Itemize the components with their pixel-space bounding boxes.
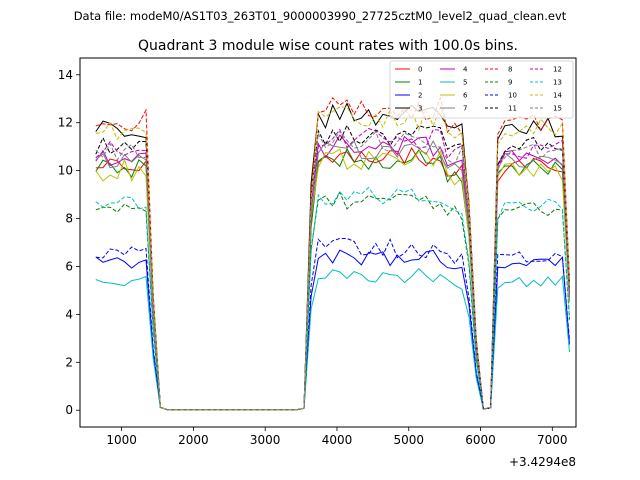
series-line-15 — [95, 130, 570, 411]
series-layer — [95, 96, 570, 411]
y-tick-label-2: 4 — [65, 307, 73, 321]
y-axis: 0 2 4 6 8 10 12 14 — [58, 68, 80, 417]
legend-label-6: 6 — [463, 92, 468, 100]
legend-label-2: 2 — [418, 92, 422, 100]
legend-label-5: 5 — [463, 79, 467, 87]
y-tick-label-6: 12 — [58, 116, 73, 130]
legend-label-15: 15 — [553, 105, 562, 113]
legend-label-0: 0 — [418, 66, 422, 74]
x-tick-label-6: 7000 — [537, 433, 568, 447]
legend-label-12: 12 — [553, 66, 562, 74]
legend-label-10: 10 — [508, 92, 517, 100]
legend-label-8: 8 — [508, 66, 512, 74]
x-tick-label-4: 5000 — [393, 433, 424, 447]
y-tick-label-1: 2 — [65, 355, 73, 369]
legend-label-1: 1 — [418, 79, 422, 87]
legend-box — [389, 60, 574, 119]
legend-label-14: 14 — [553, 92, 562, 100]
x-offset-label: +3.4294e8 — [509, 455, 576, 469]
x-axis: 1000 2000 3000 4000 5000 6000 7000 — [106, 427, 568, 447]
legend-label-11: 11 — [508, 105, 517, 113]
y-tick-label-3: 6 — [65, 259, 73, 273]
y-tick-label-5: 10 — [58, 164, 73, 178]
x-tick-label-1: 2000 — [178, 433, 209, 447]
y-tick-label-4: 8 — [65, 212, 73, 226]
legend-label-3: 3 — [418, 105, 422, 113]
x-tick-label-5: 6000 — [465, 433, 496, 447]
legend-label-7: 7 — [463, 105, 467, 113]
y-tick-label-0: 0 — [65, 403, 73, 417]
legend-label-4: 4 — [463, 66, 468, 74]
legend-label-13: 13 — [553, 79, 562, 87]
y-tick-label-7: 14 — [58, 68, 73, 82]
x-tick-label-2: 3000 — [250, 433, 281, 447]
chart-title: Quadrant 3 module wise count rates with … — [138, 38, 518, 54]
legend-label-9: 9 — [508, 79, 512, 87]
chart-suptitle: Data file: modeM0/AS1T03_263T01_90000039… — [74, 9, 567, 23]
plot-frame — [79, 57, 577, 428]
x-tick-label-3: 4000 — [322, 433, 353, 447]
x-tick-label-0: 1000 — [106, 433, 137, 447]
